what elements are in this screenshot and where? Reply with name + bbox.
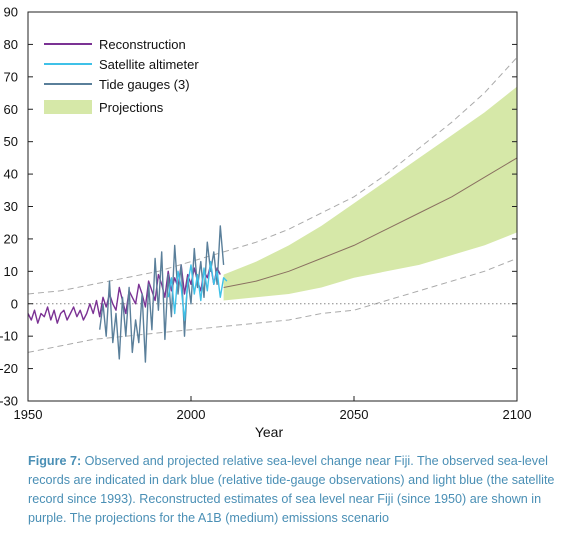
plot-area — [27, 57, 518, 363]
x-tick-label: 2050 — [340, 407, 369, 422]
projection-median-line — [223, 157, 518, 288]
y-tick-label: 10 — [4, 264, 18, 279]
y-tick-label: 20 — [4, 231, 18, 246]
x-axis-label: Year — [255, 424, 284, 440]
projection-band — [223, 86, 517, 301]
y-tick-label: -20 — [0, 361, 18, 376]
figure-caption: Figure 7: Observed and projected relativ… — [28, 452, 558, 528]
legend-label-1: Satellite altimeter — [99, 57, 199, 72]
lower-dashed-line — [27, 257, 518, 353]
y-tick-label: 40 — [4, 167, 18, 182]
satellite-altimeter-line — [167, 260, 228, 321]
caption-label: Figure 7: — [28, 454, 82, 468]
x-tick-label: 2000 — [177, 407, 206, 422]
y-tick-label: 30 — [4, 199, 18, 214]
y-tick-label: 0 — [11, 296, 18, 311]
y-tick-label: 50 — [4, 134, 18, 149]
y-tick-label: -30 — [0, 394, 18, 409]
y-tick-label: 80 — [4, 37, 18, 52]
legend-label-2: Tide gauges (3) — [99, 77, 190, 92]
caption-text: Observed and projected relative sea-leve… — [28, 454, 555, 525]
legend-label-3: Projections — [99, 100, 164, 115]
x-tick-label: 2100 — [503, 407, 532, 422]
y-tick-label: 90 — [4, 5, 18, 20]
legend-swatch-3 — [44, 100, 92, 114]
x-tick-label: 1950 — [14, 407, 43, 422]
reconstruction-line — [27, 264, 221, 324]
legend-label-0: Reconstruction — [99, 37, 186, 52]
y-tick-label: 60 — [4, 102, 18, 117]
legend: Reconstruction Satellite altimeter Tide ga… — [44, 37, 199, 115]
y-tick-label: -10 — [0, 329, 18, 344]
y-tick-label: 70 — [4, 69, 18, 84]
